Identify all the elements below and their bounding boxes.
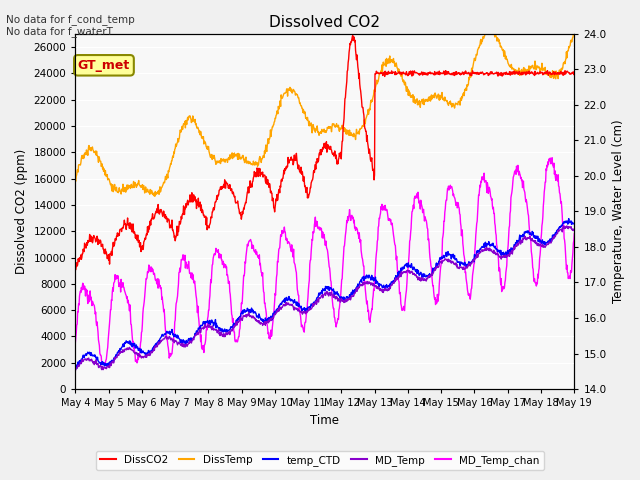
Text: No data for f_waterT: No data for f_waterT: [6, 26, 113, 37]
Y-axis label: Temperature, Water Level (cm): Temperature, Water Level (cm): [612, 120, 625, 303]
Title: Dissolved CO2: Dissolved CO2: [269, 15, 380, 30]
Text: No data for f_cond_temp: No data for f_cond_temp: [6, 13, 135, 24]
Legend: DissCO2, DissTemp, temp_CTD, MD_Temp, MD_Temp_chan: DissCO2, DissTemp, temp_CTD, MD_Temp, MD…: [96, 451, 544, 470]
Text: GT_met: GT_met: [78, 59, 130, 72]
X-axis label: Time: Time: [310, 414, 339, 427]
Y-axis label: Dissolved CO2 (ppm): Dissolved CO2 (ppm): [15, 149, 28, 274]
